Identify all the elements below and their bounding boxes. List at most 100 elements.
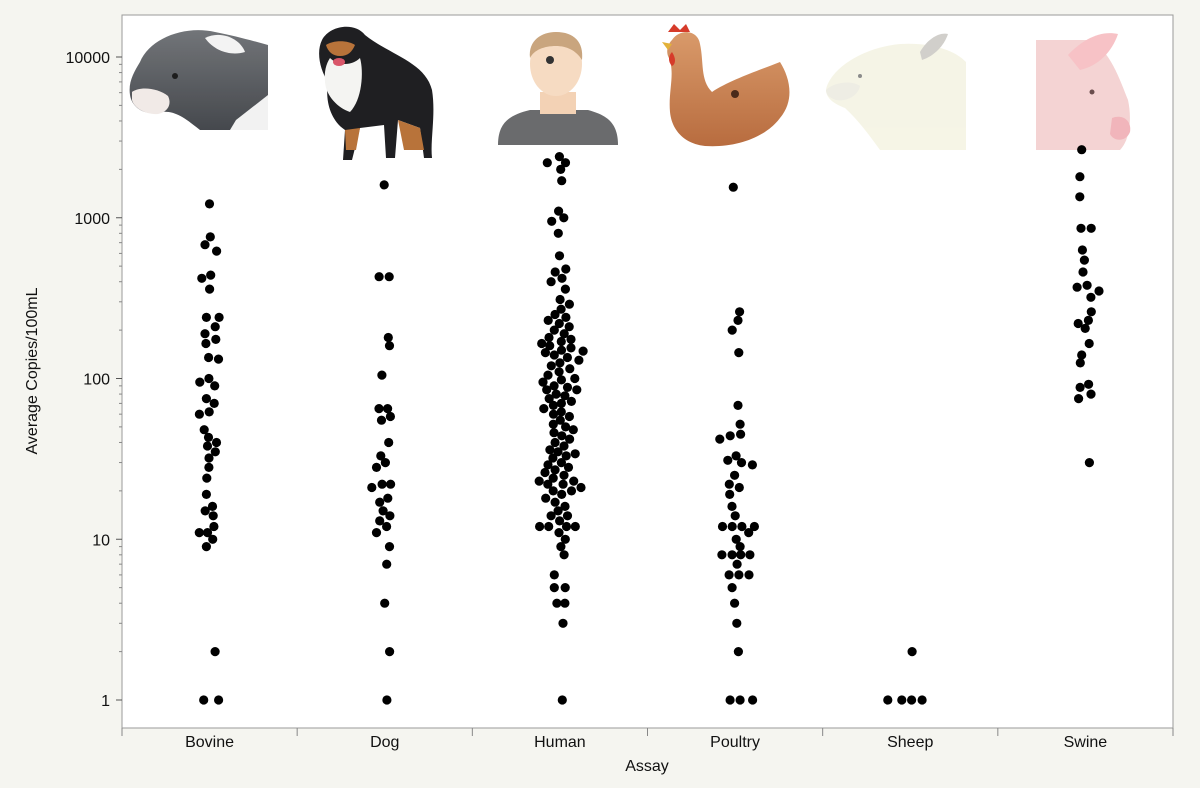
data-point-human — [559, 470, 569, 480]
data-point-human — [554, 251, 565, 261]
chicken-icon — [662, 24, 790, 147]
data-point-human — [566, 486, 577, 496]
data-point-human — [560, 391, 570, 401]
data-point-bovine — [210, 381, 220, 391]
data-point-human — [549, 583, 559, 593]
data-point-human — [561, 312, 571, 322]
data-point-swine — [1094, 286, 1104, 296]
data-point-poultry — [736, 458, 747, 468]
data-point-bovine — [206, 270, 216, 280]
data-point-human — [549, 570, 559, 580]
data-point-swine — [1082, 280, 1092, 290]
data-point-bovine — [201, 312, 211, 322]
data-point-dog — [378, 506, 388, 516]
data-point-poultry — [735, 419, 745, 429]
data-point-poultry — [735, 542, 745, 552]
data-point-human — [537, 338, 547, 349]
data-point-human — [556, 164, 566, 174]
data-point-swine — [1086, 307, 1096, 317]
data-point-bovine — [213, 354, 224, 364]
data-point-bovine — [199, 425, 209, 435]
data-point-poultry — [730, 470, 740, 480]
data-point-human — [565, 434, 575, 444]
data-point-dog — [376, 415, 387, 425]
data-point-human — [548, 473, 558, 483]
data-point-human — [553, 447, 563, 457]
data-point-poultry — [727, 583, 737, 593]
data-point-poultry — [724, 479, 734, 489]
data-point-poultry — [728, 182, 738, 192]
data-point-poultry — [717, 521, 728, 532]
data-point-human — [566, 396, 577, 406]
data-point-human — [553, 228, 563, 238]
data-point-swine — [1084, 458, 1094, 468]
data-point-human — [549, 428, 559, 438]
data-point-human — [538, 377, 548, 387]
data-point-dog — [383, 404, 393, 414]
data-point-poultry — [730, 511, 740, 521]
data-point-swine — [1075, 172, 1085, 182]
data-point-human — [560, 598, 570, 608]
data-point-human — [535, 521, 545, 532]
data-point-bovine — [210, 647, 220, 657]
data-point-human — [554, 318, 564, 329]
data-point-human — [566, 343, 576, 353]
data-point-human — [540, 348, 551, 358]
data-point-poultry — [736, 550, 746, 560]
data-point-human — [549, 350, 559, 360]
data-point-dog — [386, 479, 396, 489]
data-point-human — [572, 385, 582, 395]
data-point-human — [559, 441, 569, 451]
data-point-dog — [371, 462, 382, 472]
data-point-poultry — [715, 434, 725, 444]
data-point-bovine — [209, 398, 219, 408]
data-point-swine — [1084, 338, 1094, 349]
data-point-human — [548, 419, 558, 429]
data-point-dog — [384, 272, 394, 282]
data-point-poultry — [725, 695, 735, 705]
data-point-poultry — [734, 570, 744, 580]
data-point-human — [560, 534, 570, 544]
data-point-human — [570, 521, 580, 532]
data-point-swine — [1078, 267, 1088, 277]
data-point-human — [557, 176, 567, 186]
data-point-poultry — [725, 489, 735, 499]
data-point-bovine — [212, 246, 222, 256]
data-point-human — [554, 528, 564, 538]
data-point-dog — [371, 528, 382, 538]
data-point-dog — [377, 479, 387, 489]
x-tick-label: Bovine — [185, 734, 234, 751]
data-point-swine — [1077, 350, 1087, 360]
data-point-human — [543, 315, 553, 325]
data-point-poultry — [735, 307, 745, 317]
data-point-poultry — [732, 559, 742, 569]
data-point-poultry — [747, 460, 758, 470]
data-point-poultry — [735, 695, 745, 705]
data-point-human — [546, 511, 556, 521]
data-point-dog — [375, 497, 385, 507]
data-point-human — [554, 152, 565, 162]
data-point-bovine — [210, 447, 220, 457]
data-point-bovine — [200, 240, 210, 250]
data-point-poultry — [745, 550, 755, 560]
data-point-poultry — [727, 550, 737, 560]
pig-icon — [1036, 33, 1131, 150]
data-point-poultry — [734, 482, 744, 493]
data-point-human — [561, 451, 571, 461]
data-point-poultry — [734, 348, 744, 358]
data-point-human — [563, 462, 574, 472]
data-point-bovine — [204, 199, 215, 209]
data-point-human — [556, 304, 566, 314]
data-point-human — [541, 493, 551, 503]
data-point-human — [555, 358, 565, 368]
data-point-human — [558, 618, 568, 628]
data-point-human — [544, 521, 554, 532]
data-point-sheep — [897, 695, 907, 705]
data-point-swine — [1075, 382, 1085, 392]
data-point-dog — [374, 272, 384, 282]
data-point-poultry — [717, 550, 727, 560]
data-point-sheep — [907, 695, 917, 705]
data-point-human — [560, 583, 570, 593]
data-point-bovine — [202, 528, 213, 538]
data-point-dog — [377, 370, 387, 380]
